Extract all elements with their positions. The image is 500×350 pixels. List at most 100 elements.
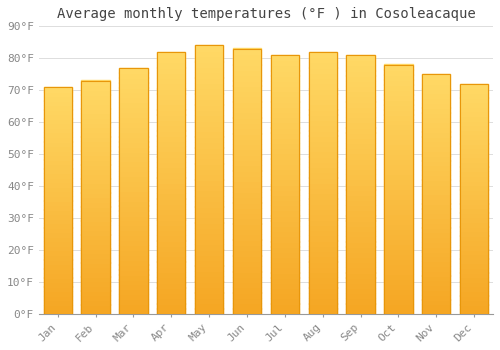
Bar: [308, 235, 337, 240]
Bar: [119, 250, 148, 255]
Bar: [270, 241, 299, 247]
Bar: [346, 127, 375, 133]
Bar: [82, 113, 110, 118]
Bar: [346, 153, 375, 159]
Bar: [270, 106, 299, 112]
Bar: [270, 163, 299, 169]
Bar: [82, 206, 110, 211]
Bar: [460, 249, 488, 254]
Bar: [157, 104, 186, 110]
Bar: [233, 128, 261, 134]
Bar: [460, 272, 488, 277]
Bar: [82, 281, 110, 286]
Bar: [384, 264, 412, 269]
Bar: [270, 143, 299, 148]
Bar: [157, 193, 186, 199]
Bar: [82, 216, 110, 220]
Bar: [384, 279, 412, 284]
Bar: [308, 72, 337, 78]
Bar: [346, 60, 375, 65]
Bar: [422, 160, 450, 165]
Bar: [44, 141, 72, 146]
Bar: [308, 256, 337, 261]
Bar: [157, 225, 186, 230]
Bar: [233, 276, 261, 282]
Bar: [44, 273, 72, 278]
Bar: [157, 282, 186, 288]
Bar: [157, 272, 186, 277]
Bar: [119, 112, 148, 117]
Bar: [82, 230, 110, 235]
Bar: [82, 132, 110, 136]
Bar: [346, 267, 375, 273]
Bar: [384, 259, 412, 264]
Bar: [422, 304, 450, 309]
Bar: [44, 105, 72, 110]
Bar: [422, 184, 450, 189]
Bar: [82, 253, 110, 258]
Bar: [82, 244, 110, 249]
Bar: [422, 280, 450, 285]
Bar: [308, 183, 337, 188]
Bar: [460, 144, 488, 148]
Bar: [44, 119, 72, 123]
Bar: [195, 126, 224, 131]
Bar: [195, 222, 224, 228]
Bar: [44, 159, 72, 164]
Bar: [233, 49, 261, 314]
Bar: [346, 252, 375, 257]
Bar: [157, 83, 186, 89]
Bar: [82, 202, 110, 206]
Bar: [384, 134, 412, 139]
Bar: [422, 218, 450, 223]
Bar: [384, 294, 412, 299]
Bar: [460, 304, 488, 309]
Bar: [270, 86, 299, 91]
Bar: [346, 215, 375, 221]
Bar: [44, 282, 72, 287]
Bar: [233, 197, 261, 203]
Bar: [157, 287, 186, 293]
Bar: [195, 158, 224, 164]
Bar: [422, 194, 450, 199]
Bar: [422, 93, 450, 98]
Bar: [384, 169, 412, 174]
Bar: [308, 78, 337, 83]
Bar: [308, 52, 337, 314]
Bar: [270, 80, 299, 86]
Bar: [157, 120, 186, 125]
Bar: [44, 191, 72, 196]
Bar: [44, 173, 72, 178]
Bar: [195, 185, 224, 190]
Bar: [119, 156, 148, 161]
Bar: [119, 68, 148, 314]
Bar: [82, 122, 110, 127]
Bar: [460, 139, 488, 144]
Bar: [82, 80, 110, 314]
Bar: [119, 270, 148, 275]
Bar: [422, 237, 450, 242]
Bar: [308, 225, 337, 230]
Bar: [44, 150, 72, 155]
Bar: [384, 309, 412, 314]
Bar: [195, 163, 224, 169]
Bar: [82, 248, 110, 253]
Bar: [44, 223, 72, 228]
Bar: [422, 117, 450, 122]
Bar: [82, 183, 110, 188]
Bar: [384, 204, 412, 209]
Bar: [346, 272, 375, 278]
Bar: [195, 99, 224, 105]
Bar: [233, 181, 261, 187]
Bar: [82, 80, 110, 314]
Bar: [82, 155, 110, 160]
Bar: [157, 204, 186, 209]
Bar: [270, 189, 299, 195]
Bar: [460, 162, 488, 167]
Bar: [44, 200, 72, 205]
Bar: [82, 164, 110, 169]
Bar: [384, 99, 412, 105]
Bar: [308, 125, 337, 131]
Bar: [384, 144, 412, 149]
Bar: [308, 88, 337, 94]
